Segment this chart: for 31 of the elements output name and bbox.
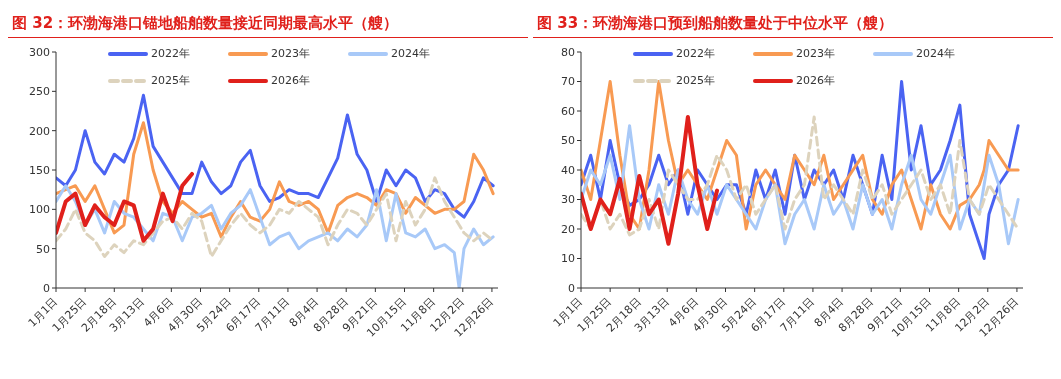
y-tick-label: 0 [568, 281, 575, 295]
y-tick-label: 100 [29, 203, 50, 217]
legend-label: 2025年 [676, 73, 715, 88]
y-tick-label: 150 [29, 163, 50, 177]
y-tick-label: 50 [561, 134, 575, 148]
legend-label: 2026年 [796, 73, 835, 88]
chart-title: 图 33：环渤海港口预到船舶数量处于中位水平（艘） [533, 8, 1053, 38]
y-tick-label: 70 [561, 75, 575, 89]
legend-label: 2024年 [916, 46, 955, 61]
y-tick-label: 20 [561, 222, 575, 236]
legend-label: 2025年 [151, 73, 190, 88]
legend-label: 2022年 [676, 46, 715, 61]
legend-label: 2023年 [271, 46, 310, 61]
legend-label: 2026年 [271, 73, 310, 88]
y-tick-label: 0 [43, 281, 50, 295]
legend-label: 2024年 [391, 46, 430, 61]
line-series [56, 93, 495, 219]
y-tick-label: 60 [561, 104, 575, 118]
y-tick-label: 250 [29, 85, 50, 99]
y-tick-label: 80 [561, 45, 575, 59]
line-series [56, 171, 194, 243]
y-tick-label: 200 [29, 124, 50, 138]
chart-title: 图 32：环渤海港口锚地船舶数量接近同期最高水平（艘） [8, 8, 528, 38]
legend-label: 2022年 [151, 46, 190, 61]
y-tick-label: 300 [29, 45, 50, 59]
legend-label: 2023年 [796, 46, 835, 61]
y-tick-label: 50 [36, 242, 50, 256]
y-tick-label: 10 [561, 252, 575, 266]
line-series [581, 114, 719, 246]
y-tick-label: 40 [561, 163, 575, 177]
y-tick-label: 30 [561, 193, 575, 207]
